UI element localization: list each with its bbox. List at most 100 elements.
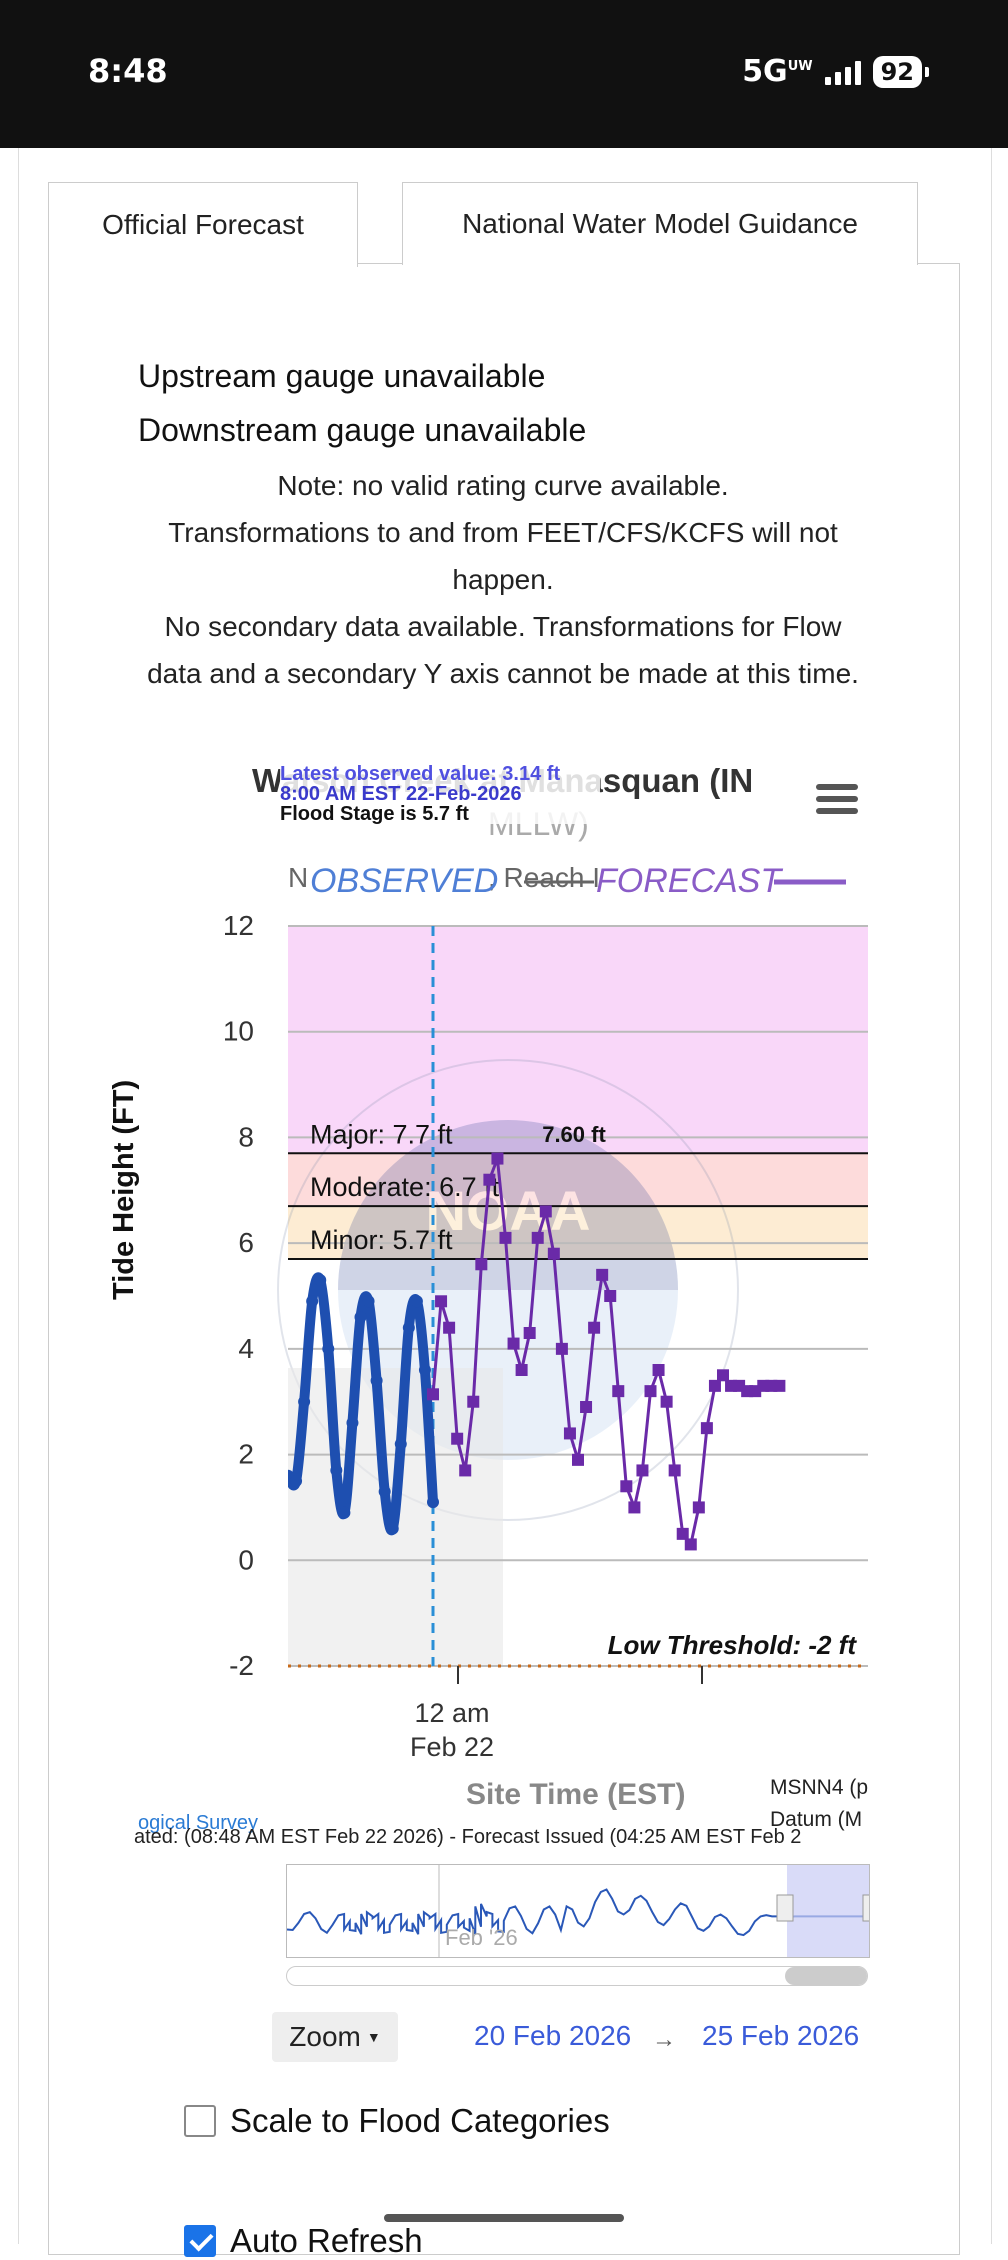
forecast-point [692, 1501, 705, 1514]
forecast-point [717, 1369, 729, 1382]
forecast-point [612, 1385, 625, 1398]
latest-value: Latest observed value: 3.14 ft [280, 763, 561, 785]
status-icons: 5GUW 92 [742, 54, 930, 89]
chart-menu-icon[interactable] [816, 784, 858, 820]
secondary-note: No secondary data available. Transformat… [147, 611, 859, 689]
scale-flood-checkbox[interactable] [184, 2105, 216, 2137]
latest-observed-tooltip: Latest observed value: 3.14 ft 8:00 AM E… [280, 764, 600, 824]
observed-point [354, 1311, 367, 1324]
x-axis-label: Site Time (EST) [466, 1778, 686, 1811]
forecast-point [684, 1538, 697, 1551]
observed-point [418, 1364, 431, 1376]
battery-icon: 92 [872, 55, 930, 88]
date-range-arrow: → [652, 2026, 676, 2053]
y-axis-ticks: 12 10 8 6 4 2 0 -2 [223, 910, 254, 1681]
navigator-scrollbar[interactable] [286, 1966, 868, 1986]
forecast-point [547, 1247, 560, 1260]
hydrograph-chart: NOAA Major: 7.7 ft Moderate: 6.7 ft Minor:… [223, 879, 868, 1684]
observed-point [378, 1485, 391, 1498]
observed-point [290, 1475, 303, 1487]
forecast-point [652, 1364, 665, 1376]
page-frame [18, 148, 992, 2244]
auto-refresh-option[interactable]: Auto Refresh [184, 2222, 423, 2260]
tab-national-water-model[interactable]: National Water Model Guidance [402, 182, 918, 265]
observed-point [410, 1295, 423, 1308]
y-tick-label: 2 [238, 1439, 254, 1470]
forecast-point [467, 1395, 480, 1408]
home-indicator [384, 2214, 624, 2222]
x-axis-tick-label: 12 am Feb 22 [410, 1698, 495, 1762]
station-info: MSNN4 (p Datum (M [770, 1776, 869, 1831]
forecast-point [491, 1152, 504, 1165]
scale-flood-label: Scale to Flood Categories [230, 2102, 610, 2139]
forecast-point [668, 1464, 681, 1477]
upstream-gauge-text: Upstream gauge unavailable [138, 358, 546, 394]
observed-point [322, 1342, 335, 1355]
observed-point [402, 1321, 415, 1334]
forecast-point [773, 1379, 786, 1392]
observed-point [330, 1464, 343, 1477]
forecast-series-points [427, 1152, 786, 1551]
scale-flood-categories-option[interactable]: Scale to Flood Categories [184, 2102, 610, 2140]
scrollbar-thumb[interactable] [785, 1967, 867, 1985]
forecast-point [580, 1401, 593, 1413]
navigator-selection [787, 1865, 869, 1957]
forecast-point [507, 1337, 520, 1350]
observed-point [427, 1496, 439, 1509]
legend-fragment-left: N [288, 862, 309, 893]
rating-note: Note: no valid rating curve available. T… [138, 462, 868, 697]
forecast-point [604, 1290, 617, 1302]
y-tick-label: 12 [223, 910, 254, 941]
minor-flood-band [288, 1206, 868, 1259]
legend-observed[interactable]: OBSERVED [310, 862, 499, 900]
date-from-input[interactable]: 20 Feb 2026 [474, 2020, 632, 2051]
status-bar: 8:48 5GUW 92 [0, 0, 1008, 148]
major-flood-band [288, 926, 868, 1154]
threshold-label-minor: Minor: 5.7 ft [310, 1225, 453, 1255]
forecast-point [660, 1395, 673, 1408]
peak-label: 7.60 ft [542, 1122, 606, 1147]
auto-refresh-label: Auto Refresh [230, 2222, 423, 2259]
y-tick-label: -2 [229, 1650, 254, 1681]
survey-credit-link[interactable]: ogical Survey [138, 1812, 259, 1834]
flood-bands [288, 926, 868, 1259]
legend-forecast[interactable]: FORECAST [596, 862, 782, 900]
forecast-point [708, 1379, 721, 1392]
forecast-point [483, 1173, 496, 1186]
auto-refresh-checkbox[interactable] [184, 2225, 216, 2257]
observed-point [346, 1416, 359, 1429]
updated-text: ated: (08:48 AM EST Feb 22 2026) - Forec… [134, 1826, 802, 1848]
navigator-handle-left [776, 1894, 794, 1922]
navigator-label: Feb '26 [445, 1925, 518, 1950]
grid-lines [288, 925, 868, 1667]
threshold-label-moderate: Moderate: 6.7 ft [310, 1172, 500, 1202]
forecast-point [555, 1342, 568, 1355]
signal-icon [824, 59, 861, 85]
observed-point [394, 1438, 407, 1450]
tab-official-forecast[interactable]: Official Forecast [48, 182, 358, 267]
transform-note: Transformations to and from FEET/CFS/KCF… [168, 517, 838, 595]
network-indicator: 5GUW [742, 54, 813, 89]
rating-curve-note: Note: no valid rating curve available. [277, 470, 729, 501]
latest-time: 8:00 AM EST 22-Feb-2026 [280, 783, 522, 805]
date-to-input[interactable]: 25 Feb 2026 [702, 2020, 860, 2051]
forecast-point [539, 1205, 552, 1218]
forecast-point [596, 1268, 609, 1281]
zoom-dropdown[interactable]: Zoom ▼ [272, 2012, 398, 2062]
forecast-point [628, 1501, 641, 1514]
forecast-point [515, 1364, 528, 1376]
forecast-point [620, 1480, 633, 1493]
range-navigator[interactable]: Feb '26 [286, 1864, 870, 1958]
forecast-point [531, 1231, 544, 1244]
observed-series-points [288, 1274, 439, 1535]
forecast-point [435, 1295, 448, 1308]
observed-point [314, 1274, 327, 1287]
forecast-point [451, 1432, 464, 1445]
low-threshold-label: Low Threshold: -2 ft [608, 1630, 858, 1660]
observed-point [386, 1522, 399, 1535]
forecast-point [636, 1464, 649, 1477]
status-time: 8:48 [88, 52, 168, 90]
flood-stage: Flood Stage is 5.7 ft [280, 803, 469, 825]
forecast-point [459, 1464, 472, 1477]
observed-point [362, 1295, 375, 1308]
